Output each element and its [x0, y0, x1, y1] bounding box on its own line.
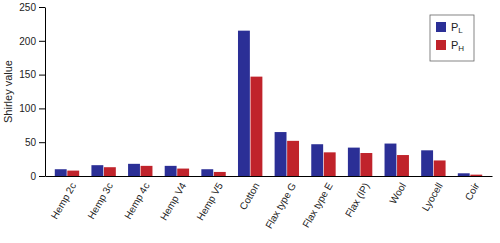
bar: [177, 169, 189, 176]
y-tick: 250: [19, 2, 45, 13]
y-tick-label: 200: [19, 36, 36, 47]
bar: [421, 150, 433, 176]
y-tick-label: 150: [19, 69, 36, 80]
x-tick-label: Flax type E: [300, 180, 335, 229]
bar: [201, 169, 213, 176]
y-tick: 50: [25, 137, 45, 148]
y-tick: 200: [19, 36, 45, 47]
y-tick-mark: [39, 108, 45, 109]
y-tick-label: 250: [19, 2, 36, 13]
legend-item: PH: [436, 39, 464, 53]
legend-item: PL: [436, 21, 463, 35]
bar: [360, 153, 372, 176]
y-axis: 0 50 100 150 200 250: [19, 2, 45, 182]
bar: [275, 132, 287, 176]
chart: 050100150200250Hemp 2cHemp 3cHemp 4cHemp…: [0, 0, 500, 243]
x-axis-line: [46, 176, 493, 177]
bars: [55, 31, 482, 176]
bar: [238, 31, 250, 176]
x-axis: Hemp 2cHemp 3cHemp 4cHemp V4Hemp V5 Cotto…: [46, 176, 493, 231]
y-axis-title: Shirley value: [2, 60, 14, 123]
y-tick: 100: [19, 103, 45, 114]
x-tick: Hemp V4: [158, 176, 189, 222]
bar: [104, 167, 116, 176]
bar: [128, 164, 140, 176]
y-tick-mark: [39, 41, 45, 42]
y-tick-label: 100: [19, 103, 36, 114]
bar: [311, 144, 323, 176]
bar: [55, 169, 67, 176]
x-tick-label: Hemp V4: [158, 180, 189, 222]
x-tick-label: Flax (IP): [343, 181, 371, 219]
bar: [397, 155, 409, 176]
x-tick-label: Flax type G: [263, 181, 298, 231]
bar: [165, 166, 177, 176]
y-tick-mark: [39, 142, 45, 143]
legend: PL PH: [430, 15, 474, 61]
x-tick: Hemp 4c: [122, 176, 152, 221]
x-tick: Lyocell: [420, 176, 445, 213]
bar: [141, 166, 153, 176]
plot: 050100150200250Hemp 2cHemp 3cHemp 4cHemp…: [19, 2, 492, 231]
bar: [348, 148, 360, 176]
bar: [214, 172, 226, 176]
bar: [458, 173, 470, 176]
legend-swatch: [436, 40, 446, 50]
legend-swatch: [436, 22, 446, 32]
y-tick-label: 50: [25, 137, 37, 148]
x-tick-label: Lyocell: [420, 181, 445, 213]
x-tick: Flax (IP): [343, 176, 371, 219]
x-tick: Hemp V5: [195, 176, 226, 222]
x-tick: Cotton: [237, 176, 261, 212]
x-tick-label: Coir: [463, 180, 482, 202]
y-axis-line: [45, 8, 46, 177]
legend-label: PH: [451, 39, 464, 53]
x-tick-label: Cotton: [237, 181, 261, 212]
bar: [250, 77, 262, 176]
y-tick: 150: [19, 69, 45, 80]
x-tick-label: Hemp V5: [195, 180, 226, 222]
x-tick: Hemp 2c: [49, 176, 79, 221]
bar: [67, 171, 79, 176]
x-tick: Coir: [463, 176, 482, 202]
legend-frame: [430, 15, 474, 61]
bar: [324, 152, 336, 176]
bar: [470, 175, 482, 176]
x-tick: Flax type G: [263, 176, 298, 231]
x-tick-label: Hemp 2c: [49, 181, 79, 221]
x-tick-label: Wool: [387, 181, 408, 206]
y-tick-label: 0: [30, 171, 36, 182]
x-tick-label: Hemp 4c: [122, 181, 152, 221]
legend-label: PL: [451, 21, 463, 35]
bar: [287, 141, 299, 176]
y-tick-mark: [39, 176, 45, 177]
bar: [385, 144, 397, 176]
bar: [91, 165, 103, 176]
x-tick-label: Hemp 3c: [85, 181, 115, 221]
y-tick-mark: [39, 75, 45, 76]
bar: [434, 160, 446, 176]
x-tick: Flax type E: [300, 176, 335, 230]
y-tick-mark: [39, 7, 45, 8]
x-tick: Wool: [387, 176, 408, 206]
y-tick: 0: [30, 171, 45, 182]
x-tick: Hemp 3c: [85, 176, 115, 221]
